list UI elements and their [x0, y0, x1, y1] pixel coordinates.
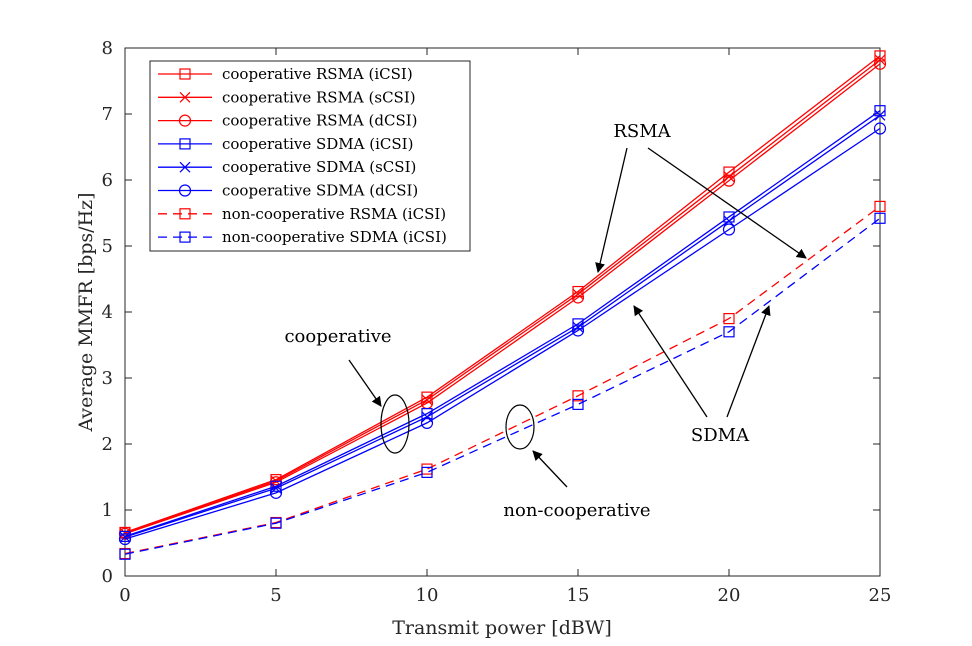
x-tick-label: 25 [869, 585, 892, 606]
data-point [270, 517, 282, 529]
series-line [124, 63, 881, 535]
data-point [874, 200, 886, 212]
y-tick-label: 5 [102, 236, 113, 257]
y-tick-label: 3 [102, 368, 113, 389]
legend-marker [179, 138, 191, 150]
y-tick-label: 2 [102, 434, 113, 455]
data-point [572, 398, 584, 410]
legend-label: non-cooperative RSMA (iCSI) [222, 205, 446, 223]
non-cooperative-ellipse [505, 404, 535, 450]
legend-entry: non-cooperative RSMA (iCSI) [158, 205, 446, 223]
legend-marker [179, 231, 191, 243]
series-line [124, 59, 881, 534]
data-point [421, 466, 433, 478]
annotation-sdma: SDMA [691, 425, 750, 446]
legend-label: cooperative RSMA (iCSI) [222, 65, 413, 83]
non-cooperative-arrow [532, 450, 568, 488]
series-line [124, 110, 881, 538]
data-point [421, 394, 433, 406]
legend-entry: cooperative RSMA (iCSI) [158, 65, 413, 83]
data-point [118, 532, 132, 546]
x-tick-label: 15 [567, 585, 590, 606]
data-point [119, 531, 131, 543]
data-point [874, 212, 886, 224]
annotation-rsma: RSMA [613, 121, 671, 142]
series-line [124, 127, 881, 540]
legend-marker [178, 184, 192, 197]
annotation-cooperative: cooperative [284, 326, 391, 347]
annotation-non-cooperative: non-cooperative [503, 500, 650, 521]
legend-box [149, 60, 471, 252]
data-point [723, 326, 735, 338]
legend-label: cooperative SDMA (sCSI) [222, 158, 416, 176]
legend-marker [179, 208, 191, 220]
data-point [722, 174, 736, 187]
legend: cooperative RSMA (iCSI) cooperative RSMA … [149, 60, 471, 252]
data-point [723, 313, 735, 325]
rsma-arrow-2 [647, 147, 807, 259]
data-point [874, 50, 886, 62]
legend-entry: cooperative RSMA (dCSI) [158, 112, 418, 130]
data-point [421, 391, 433, 403]
data-point [572, 285, 584, 298]
y-tick-label: 1 [102, 500, 113, 521]
series-line [124, 114, 881, 538]
data-point [873, 57, 887, 70]
legend-entry: cooperative SDMA (sCSI) [158, 158, 416, 176]
y-tick-label: 4 [102, 302, 113, 323]
data-point [269, 486, 283, 499]
cooperative-arrow [348, 359, 382, 407]
legend-marker [179, 68, 191, 80]
cooperative-ellipse [380, 394, 410, 454]
legend-label: cooperative SDMA (iCSI) [222, 135, 413, 153]
series-line [124, 55, 881, 534]
data-point [571, 324, 585, 337]
y-tick-label: 7 [102, 104, 113, 125]
series-1 [119, 50, 886, 539]
data-point [571, 291, 585, 304]
legend-entry: cooperative RSMA (sCSI) [158, 88, 416, 106]
x-axis-label: Transmit power [dBW] [392, 617, 612, 639]
data-point [421, 463, 433, 475]
rsma-arrow-1 [595, 147, 628, 273]
data-point [119, 548, 131, 560]
legend-marker [178, 114, 192, 127]
data-point [873, 122, 887, 135]
x-tick-label: 10 [416, 585, 439, 606]
data-point [722, 223, 736, 236]
data-point [723, 215, 735, 227]
x-tick-label: 20 [718, 585, 741, 606]
data-point [420, 416, 434, 429]
data-point [572, 321, 584, 333]
legend-entry: cooperative SDMA (dCSI) [158, 182, 418, 200]
legend-label: cooperative RSMA (sCSI) [222, 88, 416, 106]
data-point [723, 171, 735, 183]
legend-marker [179, 161, 191, 173]
legend-label: cooperative SDMA (dCSI) [222, 182, 418, 200]
series-6 [118, 122, 887, 546]
data-point [874, 54, 886, 66]
legend-marker [179, 91, 191, 103]
y-tick-label: 0 [102, 566, 113, 587]
y-axis-label: Average MMFR [bps/Hz] [75, 192, 97, 432]
legend-entry: cooperative SDMA (iCSI) [158, 135, 413, 153]
legend-entry: non-cooperative SDMA (iCSI) [158, 228, 447, 246]
data-point [874, 109, 886, 121]
data-point [572, 390, 584, 402]
series-line [124, 217, 881, 555]
y-tick-label: 6 [102, 170, 113, 191]
sdma-arrow-2 [726, 305, 771, 418]
sdma-arrow-1 [633, 305, 708, 418]
x-tick-label: 5 [270, 585, 281, 606]
legend-label: cooperative RSMA (dCSI) [222, 112, 418, 130]
data-point [572, 288, 584, 300]
x-tick-label: 0 [119, 585, 130, 606]
annotations: cooperative non-cooperative RSMA SDMA [284, 121, 807, 521]
series-2 [119, 54, 886, 539]
y-tick-label: 8 [102, 38, 113, 59]
plot-area: 0 5 10 15 20 25 0 1 2 3 4 5 6 7 8 [102, 38, 892, 606]
series-8 [119, 212, 886, 560]
legend-label: non-cooperative SDMA (iCSI) [222, 228, 447, 246]
